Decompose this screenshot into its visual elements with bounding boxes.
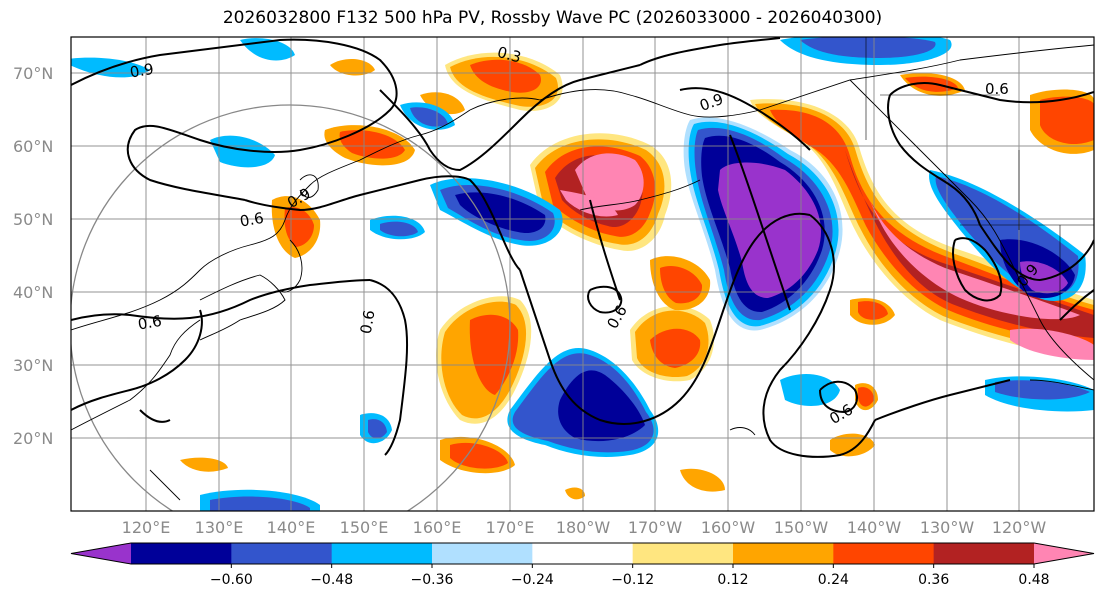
colorbar-bin <box>432 543 533 564</box>
positive-anomaly-180w <box>650 256 711 311</box>
colorbar-extend-low <box>71 543 131 564</box>
lat-label: 20°N <box>13 429 53 448</box>
lon-label: 160°W <box>701 518 756 537</box>
colorbar: −0.60 −0.48 −0.36 −0.24 −0.12 0.12 0.24 0.36 0.4… <box>70 542 1095 588</box>
lon-label: 120°E <box>122 518 171 537</box>
contour-label: 0.6 <box>985 80 1009 98</box>
colorbar-bin <box>532 543 634 564</box>
lon-label: 150°E <box>340 518 389 537</box>
contour-label: 0.6 <box>136 312 163 334</box>
colorbar-bin <box>833 543 935 564</box>
colorbar-bin <box>331 543 433 564</box>
map-frame <box>70 36 1095 512</box>
map-title: 2026032800 F132 500 hPa PV, Rossby Wave … <box>222 8 883 28</box>
contour-label: 0.6 <box>357 309 379 336</box>
colorbar-tick-label: −0.60 <box>210 572 253 588</box>
colorbar-bin <box>231 543 333 564</box>
colorbar-tick-label: −0.48 <box>310 572 353 588</box>
lon-label: 130°E <box>195 518 244 537</box>
lon-label: 170°E <box>486 518 535 537</box>
pv-shading <box>71 37 1094 511</box>
contour-label: 0.3 <box>495 43 523 67</box>
positive-anomaly-150w-35n <box>630 306 714 382</box>
colorbar-tick-label: −0.12 <box>611 572 654 588</box>
coastlines <box>71 44 1094 501</box>
positive-anomaly-asia <box>271 196 321 258</box>
radius-circle <box>71 104 511 511</box>
lon-label: 140°E <box>267 518 316 537</box>
colorbar-extend-high <box>1034 543 1094 564</box>
positive-anomaly-170e <box>436 296 532 424</box>
colorbar-outline <box>70 542 1095 565</box>
map-panel: 0.9 0.3 0.9 0.6 0.6 0.9 0.6 0.6 0.6 0.6 … <box>71 37 1094 511</box>
lat-label: 40°N <box>13 283 53 302</box>
lon-label: 130°W <box>920 518 975 537</box>
lat-label: 50°N <box>13 210 53 229</box>
longitude-axis: 120°E 130°E 140°E 150°E 160°E 170°E 180°… <box>122 518 1047 537</box>
lon-label: 170°W <box>628 518 683 537</box>
colorbar-bin <box>733 543 834 564</box>
colorbar-bin <box>131 543 232 564</box>
lon-label: 160°E <box>413 518 462 537</box>
positive-anomaly-170w <box>530 133 672 251</box>
colorbar-tick-label: 0.24 <box>818 572 849 588</box>
colorbar-tick-label: 0.12 <box>717 572 748 588</box>
colorbar-tick-label: −0.24 <box>511 572 554 588</box>
positive-anomaly-145w <box>750 99 1094 360</box>
pv-contours <box>71 37 1094 458</box>
lat-label: 60°N <box>13 137 53 156</box>
contour-label: 0.6 <box>238 209 265 231</box>
lat-label: 30°N <box>13 356 53 375</box>
latitude-axis: 70°N 60°N 50°N 40°N 30°N 20°N <box>13 64 53 448</box>
colorbar-bin <box>632 543 734 564</box>
colorbar-tick-label: 0.36 <box>918 572 949 588</box>
colorbar-bin <box>933 543 1035 564</box>
lon-label: 120°W <box>992 518 1047 537</box>
lon-label: 150°W <box>774 518 829 537</box>
lat-label: 70°N <box>13 64 53 83</box>
colorbar-tick-label: −0.36 <box>411 572 454 588</box>
lon-label: 180°W <box>556 518 611 537</box>
contour-label: 0.9 <box>128 60 155 82</box>
colorbar-tick-label: 0.48 <box>1018 572 1049 588</box>
lon-label: 140°W <box>847 518 902 537</box>
